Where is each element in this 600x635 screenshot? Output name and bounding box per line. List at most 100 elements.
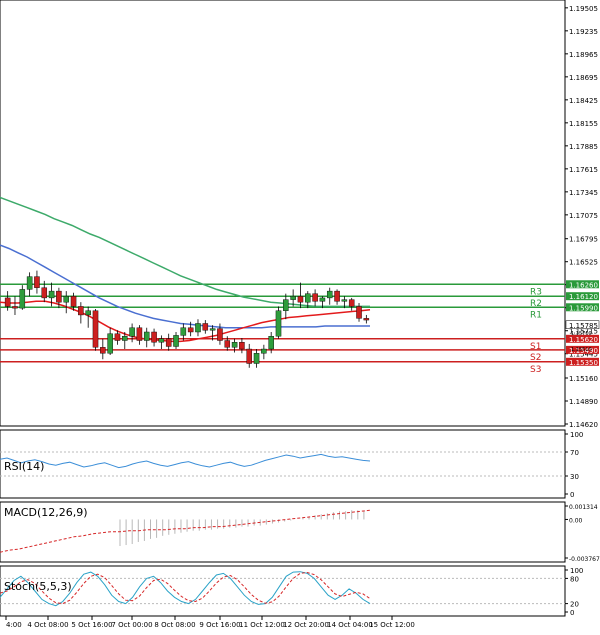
candle-body: [143, 331, 150, 341]
rsi-panel-frame: [0, 429, 566, 499]
ma-slow-line: [0, 196, 370, 308]
candle-body: [217, 328, 223, 341]
price-axis-label: 1.14890: [569, 398, 598, 406]
candlesticks: [4, 270, 370, 368]
stoch-title: Stoch(5,5,3): [4, 580, 72, 593]
price-axis: 1.19505 1.19235 1.18965 1.18695 1.18425 1.181…: [565, 5, 598, 429]
macd-axis: 0.001314 0.00 -0.003767: [565, 504, 600, 563]
macd-series: [0, 509, 371, 553]
price-axis-label: 1.19235: [569, 28, 598, 36]
current-price-box: [565, 320, 600, 330]
current-price-label: 1.15785: [569, 322, 598, 330]
rsi-axis-label: 0: [570, 491, 574, 499]
candle-body: [48, 290, 55, 299]
level-price-label: 1.15350: [569, 359, 598, 367]
price-axis-label: 1.19505: [569, 5, 598, 13]
price-panel-frame: [0, 0, 566, 427]
candle-body: [202, 323, 209, 331]
time-axis-label: 4 Oct 08:00: [27, 621, 68, 629]
time-axis-label: 12 Oct 20:00: [283, 621, 329, 629]
candle-body: [209, 328, 216, 331]
ma-fast-line: [0, 300, 371, 343]
stoch-k-line: [0, 571, 371, 607]
price-axis-label: 1.17345: [569, 189, 598, 197]
level-name-s1: S1: [530, 342, 541, 352]
candle-body: [297, 296, 304, 303]
candle-body: [231, 342, 238, 348]
candle-body: [92, 310, 99, 348]
candle-body: [34, 276, 40, 288]
level-price-label: 1.16260: [569, 281, 598, 289]
rsi-axis-label: 70: [570, 449, 579, 457]
level-price-box: [566, 292, 599, 301]
stoch-series: [0, 571, 371, 607]
candle-body: [4, 297, 11, 307]
candle-body: [268, 336, 274, 350]
time-axis: 4:00 4 Oct 08:00 5 Oct 16:007 Oct 00:00 8 O…: [5, 616, 415, 629]
macd-panel-frame: [0, 501, 566, 563]
candle-body: [158, 338, 165, 343]
candle-body: [253, 353, 260, 364]
stoch-axis-label: 0: [570, 609, 574, 617]
candle-body: [290, 296, 296, 300]
rsi-panel: 100 70 30 0 RSI(14): [0, 429, 583, 499]
level-price-label: 1.15490: [569, 347, 598, 355]
pivot-level-labels: R3 1.16260 R2 1.16120 R1 1.15990 S1 1.15620 S2 1.…: [530, 280, 600, 375]
small-price-label: 1.15700: [571, 331, 592, 337]
level-price-box: [566, 345, 599, 354]
time-axis-label: 9 Oct 16:00: [199, 621, 240, 629]
level-price-label: 1.15620: [569, 336, 598, 344]
macd-title: MACD(12,26,9): [4, 506, 88, 519]
price-axis-label: 1.17885: [569, 143, 598, 151]
candle-body: [275, 310, 282, 337]
time-axis-label: 5 Oct 16:00: [71, 621, 112, 629]
candle-body: [283, 299, 289, 311]
candle-body: [26, 276, 33, 290]
rsi-line: [0, 453, 371, 469]
stoch-axis-label: 80: [570, 575, 579, 583]
small-price-label: 1.15510: [571, 347, 592, 353]
candle-body: [173, 335, 179, 347]
candle-body: [85, 310, 91, 316]
price-axis-label: 1.14620: [569, 421, 598, 429]
price-axis-label: 1.15715: [569, 328, 598, 336]
candle-body: [224, 340, 231, 348]
price-axis-label: 1.18425: [569, 97, 598, 105]
level-price-label: 1.16120: [569, 293, 598, 301]
rsi-axis: 100 70 30 0: [0, 431, 583, 499]
time-axis-label: 11 Oct 12:00: [239, 621, 285, 629]
rsi-axis-label: 100: [570, 431, 583, 439]
macd-axis-label: 0.00: [569, 517, 583, 524]
candle-body: [12, 306, 18, 309]
candle-body: [19, 289, 26, 309]
candle-body: [107, 333, 113, 354]
candle-body: [195, 323, 201, 333]
price-axis-label: 1.18965: [569, 51, 598, 59]
time-axis-label: 15 Oct 12:00: [369, 621, 415, 629]
candle-body: [151, 331, 157, 343]
candle-body: [56, 290, 62, 303]
price-axis-label: 1.15445: [569, 351, 598, 359]
candle-body: [246, 348, 252, 364]
candle-body: [341, 299, 348, 302]
level-name-s2: S2: [530, 353, 541, 363]
price-axis-label: 1.17075: [569, 212, 598, 220]
level-price-box: [566, 357, 599, 366]
stoch-d-line: [0, 571, 371, 605]
candle-body: [122, 336, 128, 341]
candle-body: [41, 287, 48, 299]
candle-body: [63, 296, 69, 303]
candle-body: [326, 290, 333, 299]
level-price-box: [566, 303, 599, 312]
level-name-r3: R3: [530, 287, 542, 297]
candle-body: [239, 342, 245, 350]
level-price-label: 1.15990: [569, 304, 598, 312]
stoch-axis-label: 100: [570, 567, 583, 575]
candle-body: [180, 327, 187, 336]
time-axis-label: 7 Oct 00:00: [111, 621, 152, 629]
price-axis-label: 1.15160: [569, 375, 598, 383]
macd-signal-line: [0, 509, 371, 553]
candle-body: [70, 296, 77, 307]
